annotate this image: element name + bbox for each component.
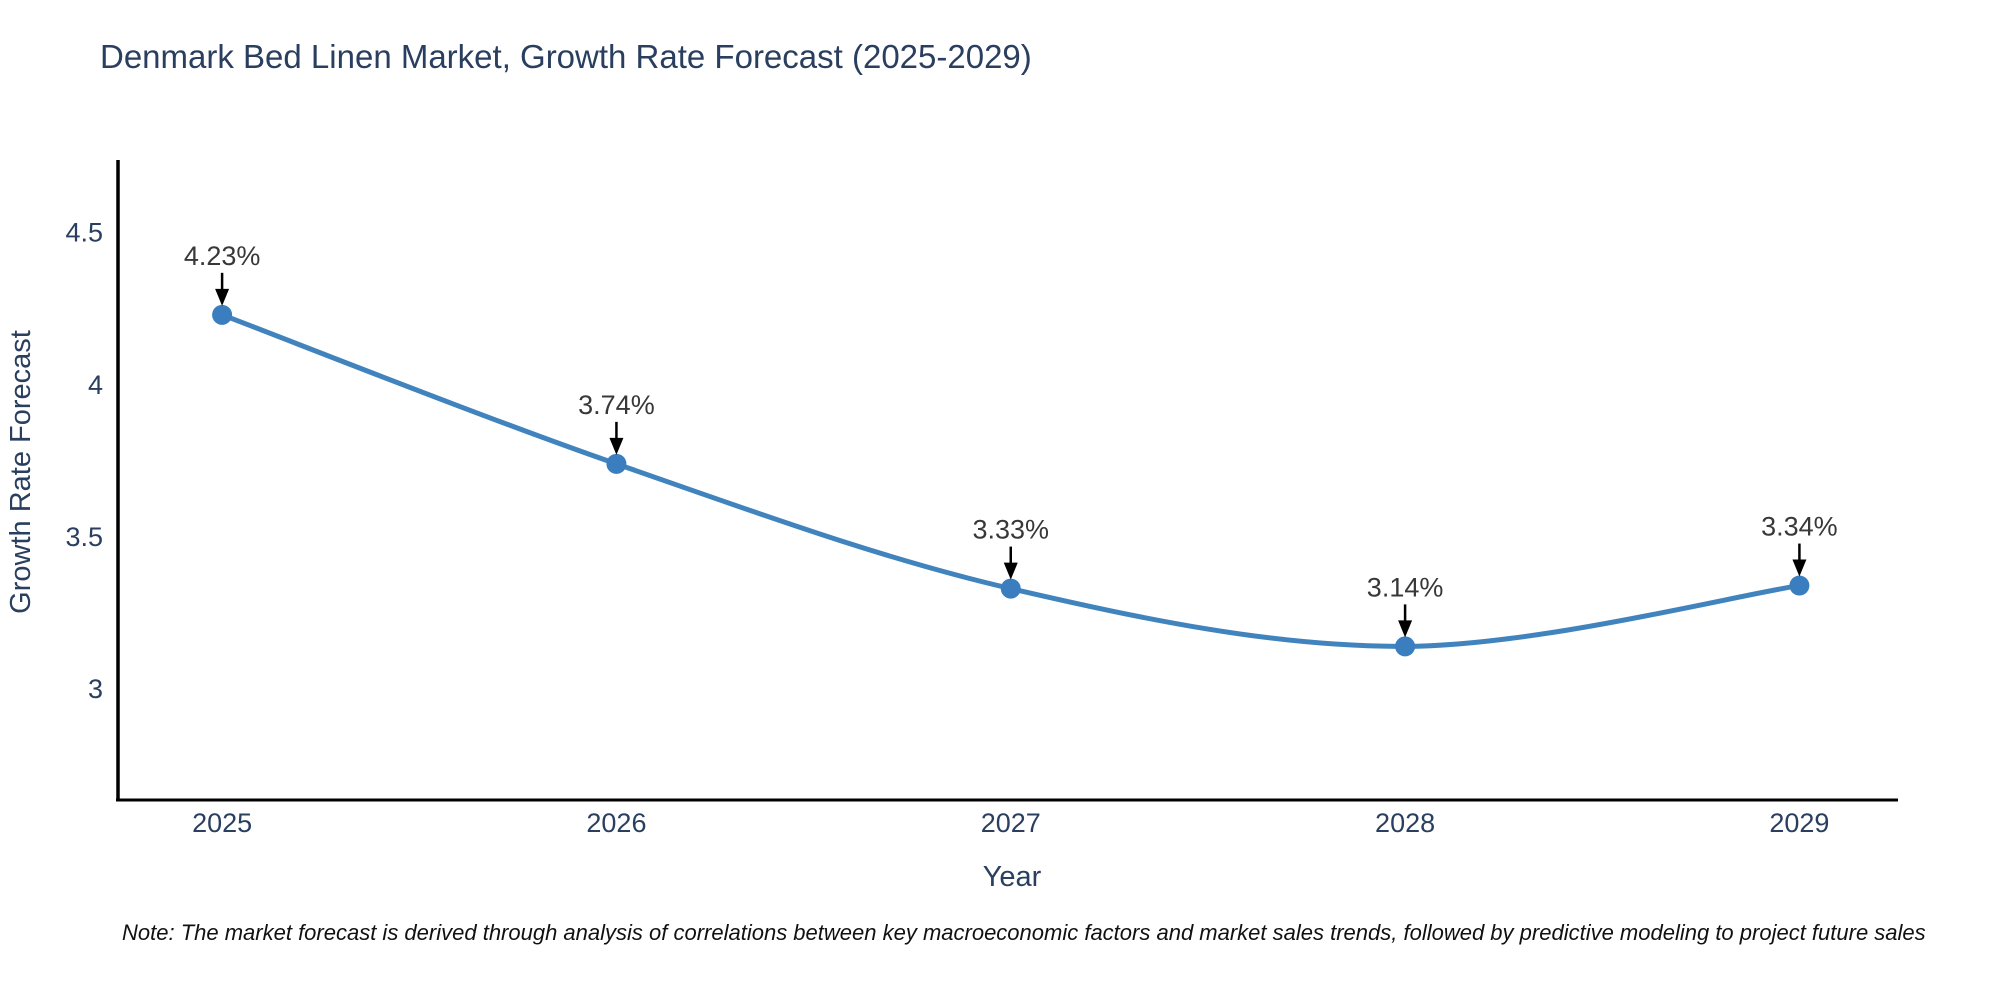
point-annotations: 4.23% 3.74% 3.33% 3.14% 3.34% [184, 241, 1838, 638]
annotation-arrowhead-icon [1792, 559, 1807, 577]
annotation-arrowhead-icon [1398, 620, 1413, 638]
data-point-2027[interactable] [1000, 578, 1021, 599]
data-point-2028[interactable] [1395, 636, 1416, 657]
x-tick-label: 2029 [1769, 808, 1829, 838]
x-tick-label: 2025 [192, 808, 252, 838]
annotation-arrowhead-icon [215, 288, 230, 306]
annotation-2025: 4.23% [184, 241, 261, 306]
annotation-2029: 3.34% [1761, 512, 1838, 577]
footnote: Note: The market forecast is derived thr… [122, 920, 1926, 945]
annotation-label: 3.34% [1761, 512, 1838, 542]
annotation-label: 4.23% [184, 241, 261, 271]
y-axis-title: Growth Rate Forecast [5, 330, 37, 614]
y-tick-label: 3.5 [65, 522, 103, 552]
data-point-2026[interactable] [606, 453, 627, 474]
x-axis-title: Year [983, 861, 1042, 893]
annotation-label: 3.14% [1367, 572, 1444, 602]
annotation-arrowhead-icon [1003, 562, 1018, 580]
y-tick-label: 3 [88, 674, 103, 704]
y-axis-tick-labels: 3 3.5 4 4.5 [65, 218, 103, 704]
chart-title: Denmark Bed Linen Market, Growth Rate Fo… [100, 38, 1032, 75]
x-tick-label: 2027 [981, 808, 1041, 838]
series-markers [212, 304, 1810, 657]
annotation-label: 3.74% [578, 390, 655, 420]
data-point-2025[interactable] [212, 304, 233, 325]
annotation-label: 3.33% [972, 515, 1049, 545]
annotation-arrowhead-icon [609, 437, 624, 455]
annotation-2026: 3.74% [578, 390, 655, 455]
y-tick-label: 4.5 [65, 218, 103, 248]
annotation-2028: 3.14% [1367, 572, 1444, 638]
y-tick-label: 4 [88, 370, 103, 400]
x-tick-label: 2028 [1375, 808, 1435, 838]
annotation-2027: 3.33% [972, 515, 1049, 580]
x-axis-tick-labels: 2025 2026 2027 2028 2029 [192, 808, 1829, 838]
x-tick-label: 2026 [586, 808, 646, 838]
data-point-2029[interactable] [1789, 575, 1810, 596]
